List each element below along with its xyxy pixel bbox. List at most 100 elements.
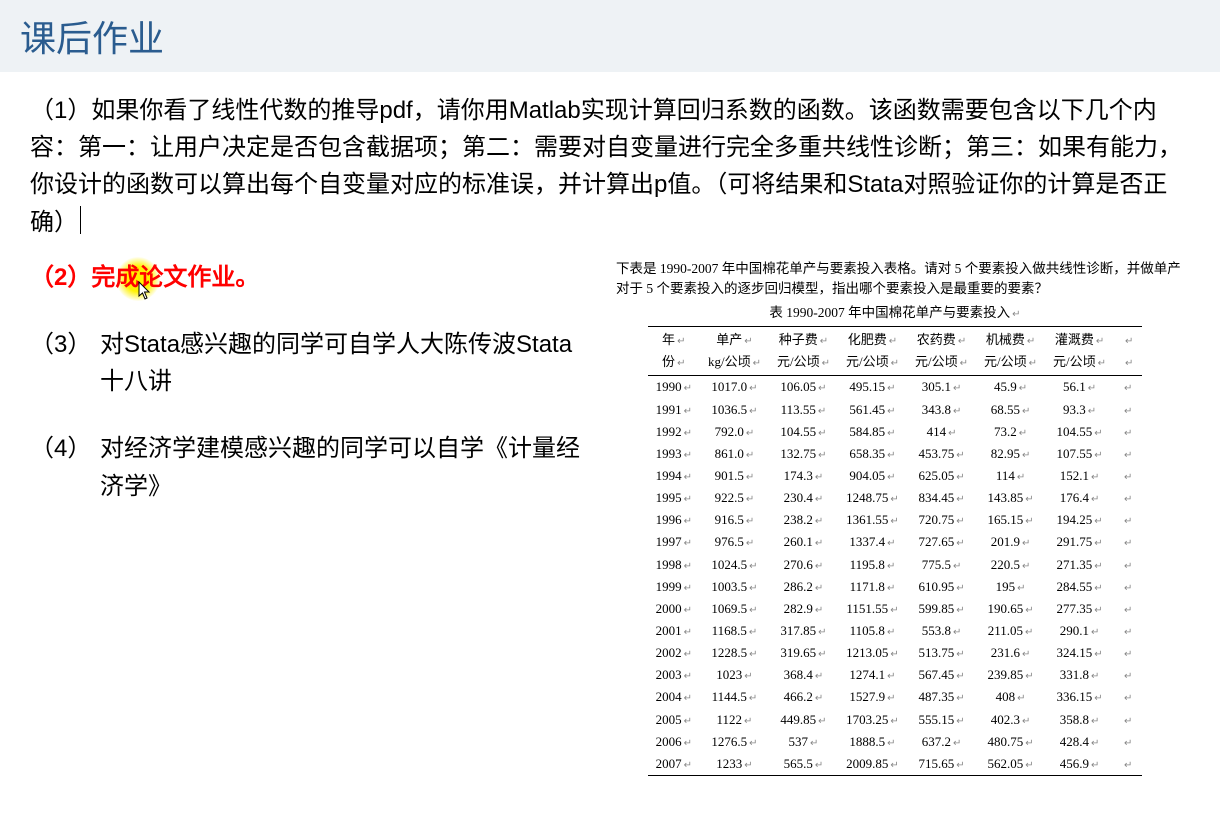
q1-text: （1）如果你看了线性代数的推导pdf，请你用Matlab实现计算回归系数的函数。…: [30, 97, 1182, 236]
table-cell: 358.8↵: [1045, 709, 1114, 731]
table-row: 2003↵1023↵368.4↵1274.1↵567.45↵239.85↵331…: [648, 664, 1143, 686]
col-header-1-4: 农药费↵: [907, 327, 976, 352]
table-cell: 152.1↵: [1045, 465, 1114, 487]
table-cell: 1213.05↵: [838, 642, 907, 664]
row-end-mark: ↵: [1114, 376, 1142, 399]
table-row: 1996↵916.5↵238.2↵1361.55↵720.75↵165.15↵1…: [648, 509, 1143, 531]
table-cell: 1992↵: [648, 421, 700, 443]
table-cell: 2004↵: [648, 686, 700, 708]
page-title: 课后作业: [20, 10, 1200, 62]
table-cell: 1888.5↵: [838, 731, 907, 753]
table-cell: 408↵: [976, 686, 1045, 708]
table-row: 1994↵901.5↵174.3↵904.05↵625.05↵114↵152.1…: [648, 465, 1143, 487]
table-cell: 567.45↵: [907, 664, 976, 686]
row-end-mark: ↵: [1114, 531, 1142, 553]
table-cell: 537↵: [769, 731, 838, 753]
header-row-1: 年↵单产↵种子费↵化肥费↵农药费↵机械费↵灌溉费↵↵: [648, 327, 1143, 352]
table-cell: 114↵: [976, 465, 1045, 487]
lower-row: （2）完成论文作业。 （3） 对Stata感兴趣的同学可自学人大陈传波Stata…: [30, 259, 1190, 776]
q3-body: 对Stata感兴趣的同学可自学人大陈传波Stata十八讲: [100, 326, 590, 400]
table-cell: 270.6↵: [769, 554, 838, 576]
table-cell: 2005↵: [648, 709, 700, 731]
row-end-mark: ↵: [1114, 664, 1142, 686]
table-cell: 904.05↵: [838, 465, 907, 487]
row-end-mark: ↵: [1114, 487, 1142, 509]
table-cell: 1994↵: [648, 465, 700, 487]
table-cell: 610.95↵: [907, 576, 976, 598]
table-cell: 211.05↵: [976, 620, 1045, 642]
title-bar: 课后作业: [0, 0, 1220, 72]
table-cell: 625.05↵: [907, 465, 976, 487]
table-cell: 286.2↵: [769, 576, 838, 598]
table-cell: 231.6↵: [976, 642, 1045, 664]
table-cell: 553.8↵: [907, 620, 976, 642]
table-cell: 513.75↵: [907, 642, 976, 664]
table-row: 2007↵1233↵565.5↵2009.85↵715.65↵562.05↵45…: [648, 753, 1143, 776]
table-cell: 190.65↵: [976, 598, 1045, 620]
table-cell: 1003.5↵: [700, 576, 769, 598]
table-cell: 176.4↵: [1045, 487, 1114, 509]
row-end-mark: ↵: [1114, 620, 1142, 642]
table-cell: 324.15↵: [1045, 642, 1114, 664]
table-cell: 319.65↵: [769, 642, 838, 664]
table-cell: 277.35↵: [1045, 598, 1114, 620]
table-cell: 480.75↵: [976, 731, 1045, 753]
table-cell: 220.5↵: [976, 554, 1045, 576]
col-header-1-6: 灌溉费↵: [1045, 327, 1114, 352]
table-cell: 1144.5↵: [700, 686, 769, 708]
table-row: 2002↵1228.5↵319.65↵1213.05↵513.75↵231.6↵…: [648, 642, 1143, 664]
table-cell: 2002↵: [648, 642, 700, 664]
table-cell: 1998↵: [648, 554, 700, 576]
table-cell: 1122↵: [700, 709, 769, 731]
table-cell: 238.2↵: [769, 509, 838, 531]
table-cell: 1228.5↵: [700, 642, 769, 664]
question-3: （3） 对Stata感兴趣的同学可自学人大陈传波Stata十八讲: [30, 326, 590, 400]
table-cell: 562.05↵: [976, 753, 1045, 776]
col-header-2-4: 元/公顷↵: [907, 351, 976, 376]
table-cell: 165.15↵: [976, 509, 1045, 531]
table-cell: 174.3↵: [769, 465, 838, 487]
row-end-mark: ↵: [1114, 686, 1142, 708]
table-cell: 861.0↵: [700, 443, 769, 465]
row-end-mark: ↵: [1114, 465, 1142, 487]
col-header-1-5: 机械费↵: [976, 327, 1045, 352]
table-cell: 1233↵: [700, 753, 769, 776]
table-cell: 93.3↵: [1045, 399, 1114, 421]
table-cell: 1527.9↵: [838, 686, 907, 708]
row-end-mark: ↵: [1114, 554, 1142, 576]
table-row: 1995↵922.5↵230.4↵1248.75↵834.45↵143.85↵1…: [648, 487, 1143, 509]
table-cell: 106.05↵: [769, 376, 838, 399]
table-cell: 56.1↵: [1045, 376, 1114, 399]
table-cell: 1337.4↵: [838, 531, 907, 553]
row-end-mark: ↵: [1114, 598, 1142, 620]
table-row: 2006↵1276.5↵537↵1888.5↵637.2↵480.75↵428.…: [648, 731, 1143, 753]
return-mark-icon: ↵: [1010, 309, 1020, 320]
table-cell: 658.35↵: [838, 443, 907, 465]
right-column: 下表是 1990-2007 年中国棉花单产与要素投入表格。请对 5 个要素投入做…: [600, 259, 1190, 776]
table-cell: 466.2↵: [769, 686, 838, 708]
row-end-mark: ↵: [1114, 731, 1142, 753]
table-cell: 414↵: [907, 421, 976, 443]
table-row: 2000↵1069.5↵282.9↵1151.55↵599.85↵190.65↵…: [648, 598, 1143, 620]
table-cell: 291.75↵: [1045, 531, 1114, 553]
table-cell: 230.4↵: [769, 487, 838, 509]
table-cell: 1171.8↵: [838, 576, 907, 598]
table-cell: 555.15↵: [907, 709, 976, 731]
table-cell: 1248.75↵: [838, 487, 907, 509]
table-cell: 290.1↵: [1045, 620, 1114, 642]
table-note: 下表是 1990-2007 年中国棉花单产与要素投入表格。请对 5 个要素投入做…: [616, 259, 1186, 300]
table-cell: 260.1↵: [769, 531, 838, 553]
table-cell: 402.3↵: [976, 709, 1045, 731]
col-header-2-2: 元/公顷↵: [769, 351, 838, 376]
header-row-2: 份↵kg/公顷↵元/公顷↵元/公顷↵元/公顷↵元/公顷↵元/公顷↵↵: [648, 351, 1143, 376]
table-row: 1992↵792.0↵104.55↵584.85↵414↵73.2↵104.55…: [648, 421, 1143, 443]
table-cell: 715.65↵: [907, 753, 976, 776]
table-cell: 132.75↵: [769, 443, 838, 465]
col-header-2-3: 元/公顷↵: [838, 351, 907, 376]
table-cell: 1151.55↵: [838, 598, 907, 620]
table-cell: 1276.5↵: [700, 731, 769, 753]
table-cell: 2007↵: [648, 753, 700, 776]
table-caption: 表 1990-2007 年中国棉花单产与要素投入↵: [600, 303, 1190, 324]
table-cell: 82.95↵: [976, 443, 1045, 465]
table-cell: 305.1↵: [907, 376, 976, 399]
